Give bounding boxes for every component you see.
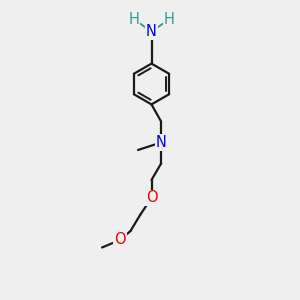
Text: N: N (146, 24, 157, 39)
Text: O: O (114, 232, 126, 247)
Text: H: H (129, 12, 140, 27)
Text: N: N (156, 135, 167, 150)
Text: H: H (164, 12, 174, 27)
Text: O: O (146, 190, 157, 206)
